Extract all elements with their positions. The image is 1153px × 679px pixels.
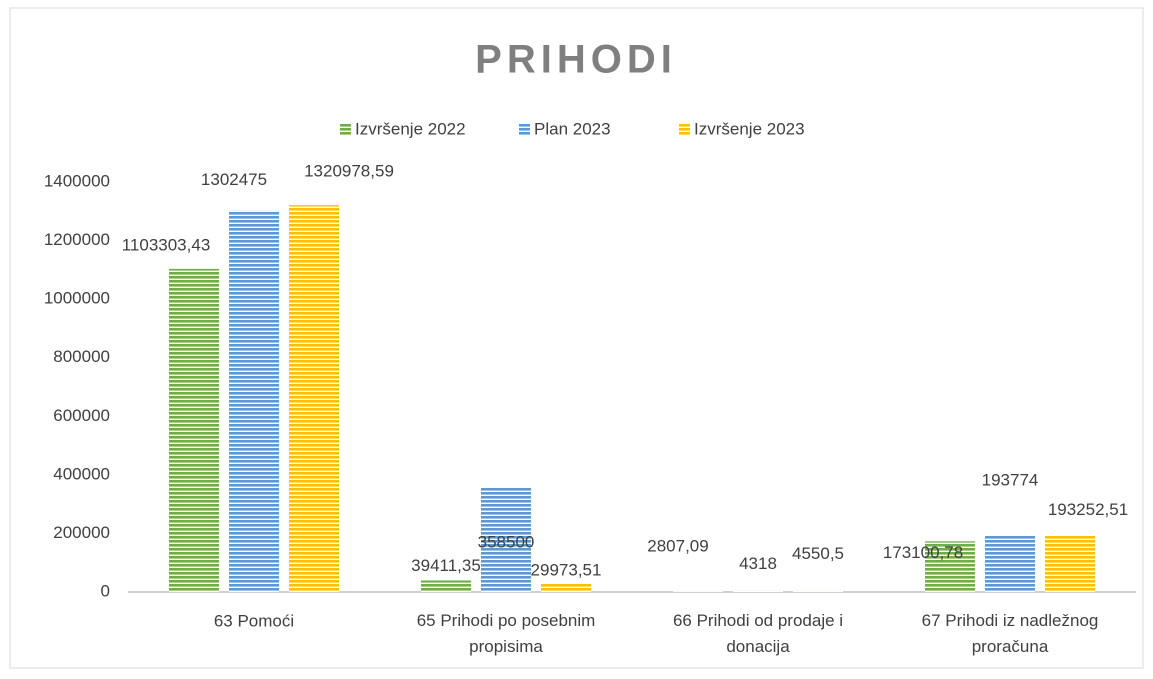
legend-label: Izvršenje 2023: [694, 119, 805, 138]
y-tick-label: 1400000: [44, 171, 110, 190]
chart-title: PRIHODI: [475, 38, 677, 82]
data-label: 29973,51: [531, 561, 602, 580]
y-tick-label: 600000: [53, 406, 110, 425]
y-tick-label: 0: [101, 581, 110, 600]
data-label: 1103303,43: [122, 235, 211, 254]
data-label: 4318: [739, 554, 777, 573]
x-tick-label: 66 Prihodi od prodaje i donacija: [673, 611, 843, 656]
y-tick-label: 1200000: [44, 230, 110, 249]
bar: [421, 580, 471, 592]
bar: [925, 541, 975, 592]
y-tick-label: 400000: [53, 464, 110, 483]
bar: [481, 487, 531, 592]
data-label: 1302475: [201, 170, 267, 189]
legend-swatch: [340, 124, 351, 135]
x-tick-label: 65 Prihodi po posebnim propisima: [417, 611, 596, 656]
data-label: 39411,35: [411, 556, 481, 575]
data-label: 1320978,59: [304, 162, 394, 181]
bar: [1045, 535, 1095, 592]
legend-swatch: [519, 124, 530, 135]
data-label: 358500: [478, 532, 535, 551]
legend-label: Plan 2023: [534, 119, 611, 138]
y-tick-label: 200000: [53, 523, 110, 542]
data-label: 2807,09: [647, 537, 708, 556]
data-label: 173100,78: [883, 543, 963, 562]
data-label: 193774: [982, 471, 1039, 490]
data-label: 4550,5: [792, 544, 844, 563]
bar: [289, 205, 339, 593]
bar: [793, 590, 843, 592]
bar: [733, 590, 783, 592]
bar: [541, 583, 591, 592]
bar: [985, 535, 1035, 592]
bar: [169, 268, 219, 592]
x-tick-label: 67 Prihodi iz nadležnog proračuna: [922, 611, 1099, 656]
y-tick-label: 800000: [53, 347, 110, 366]
bar: [673, 591, 723, 592]
data-label: 193252,51: [1048, 500, 1128, 519]
bar: [229, 210, 279, 592]
legend-swatch: [679, 124, 690, 135]
y-tick-label: 1000000: [44, 289, 110, 308]
legend-label: Izvršenje 2022: [355, 119, 466, 138]
x-tick-label: 63 Pomoći: [214, 611, 294, 630]
